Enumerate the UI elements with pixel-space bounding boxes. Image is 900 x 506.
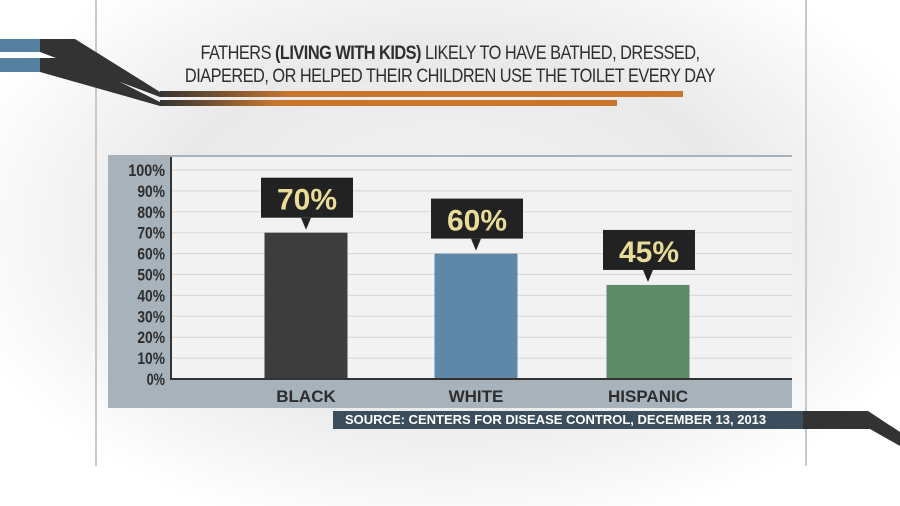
x-tick-label: BLACK: [276, 387, 336, 406]
data-label-pointer: [471, 238, 481, 251]
left-stripes: [0, 39, 160, 106]
y-tick-label: 60%: [137, 245, 165, 264]
data-label-pointer: [643, 269, 653, 282]
x-tick-label: WHITE: [449, 387, 504, 406]
y-tick-label: 10%: [137, 349, 165, 368]
bar-white: [434, 253, 518, 379]
y-tick-label: 80%: [137, 203, 165, 222]
data-label-pointer: [301, 217, 311, 230]
data-label-box: [603, 229, 695, 270]
data-label-box: [431, 198, 523, 239]
y-tick-label: 90%: [137, 182, 165, 201]
y-tick-label: 100%: [128, 161, 165, 180]
data-label: 60%: [447, 205, 507, 238]
data-label: 45%: [619, 236, 679, 269]
source-caption: SOURCE: CENTERS FOR DISEASE CONTROL, DEC…: [333, 411, 803, 429]
data-label: 70%: [277, 184, 337, 217]
y-tick-label: 50%: [137, 266, 165, 285]
y-tick-label: 70%: [137, 224, 165, 243]
x-tick-label: HISPANIC: [608, 387, 688, 406]
y-tick-label: 0%: [147, 370, 165, 389]
orange-rule-2: [160, 100, 617, 106]
y-tick-label: 40%: [137, 286, 165, 305]
orange-rule-1: [160, 91, 683, 97]
y-tick-label: 30%: [137, 307, 165, 326]
y-tick-label: 20%: [137, 328, 165, 347]
bar-black: [264, 232, 348, 379]
frame-line-right: [805, 0, 807, 466]
data-label-box: [261, 177, 353, 218]
frame-line-left: [95, 0, 97, 466]
right-stripe: [803, 411, 900, 446]
bar-hispanic: [606, 284, 690, 379]
chart-title: FATHERS (LIVING WITH KIDS) LIKELY TO HAV…: [184, 43, 716, 87]
